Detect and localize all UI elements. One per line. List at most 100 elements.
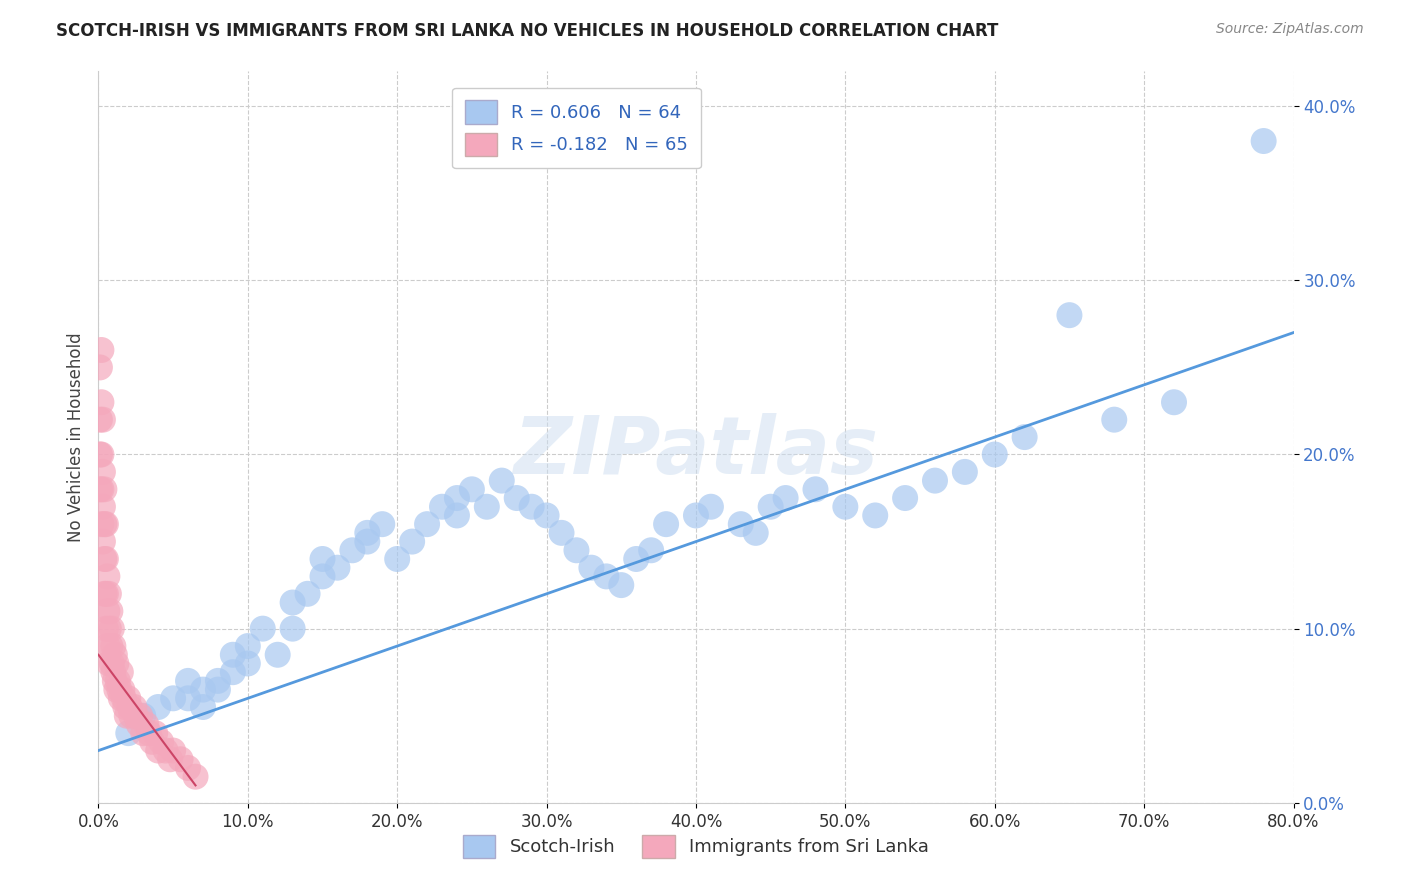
Point — [90, 343, 112, 357]
Point — [550, 525, 572, 540]
Point — [236, 639, 259, 653]
Text: ZIPatlas: ZIPatlas — [513, 413, 879, 491]
Point — [90, 395, 112, 409]
Point — [252, 622, 274, 636]
Point — [626, 552, 648, 566]
Point — [90, 517, 112, 532]
Y-axis label: No Vehicles in Household: No Vehicles in Household — [66, 332, 84, 542]
Point — [281, 595, 304, 609]
Point — [94, 587, 117, 601]
Point — [110, 665, 132, 680]
Point — [97, 657, 120, 671]
Point — [520, 500, 543, 514]
Point — [446, 491, 468, 505]
Point — [103, 639, 125, 653]
Point — [138, 726, 160, 740]
Point — [97, 587, 120, 601]
Point — [953, 465, 976, 479]
Point — [104, 648, 127, 662]
Point — [89, 412, 111, 426]
Point — [128, 717, 150, 731]
Point — [169, 752, 191, 766]
Point — [184, 770, 207, 784]
Point — [536, 508, 558, 523]
Point — [191, 682, 214, 697]
Point — [342, 543, 364, 558]
Point — [804, 483, 827, 497]
Point — [894, 491, 917, 505]
Point — [89, 483, 111, 497]
Point — [177, 673, 200, 688]
Point — [924, 474, 946, 488]
Point — [311, 552, 333, 566]
Point — [565, 543, 588, 558]
Point — [108, 682, 131, 697]
Point — [416, 517, 439, 532]
Point — [446, 508, 468, 523]
Point — [1253, 134, 1275, 148]
Point — [297, 587, 319, 601]
Text: Source: ZipAtlas.com: Source: ZipAtlas.com — [1216, 22, 1364, 37]
Point — [207, 682, 229, 697]
Point — [93, 587, 115, 601]
Point — [162, 743, 184, 757]
Point — [267, 648, 290, 662]
Point — [222, 648, 245, 662]
Point — [491, 474, 513, 488]
Point — [111, 682, 134, 697]
Point — [150, 735, 173, 749]
Point — [90, 483, 112, 497]
Point — [107, 673, 129, 688]
Point — [89, 360, 111, 375]
Point — [91, 412, 114, 426]
Point — [401, 534, 423, 549]
Point — [177, 691, 200, 706]
Point — [506, 491, 529, 505]
Point — [155, 743, 177, 757]
Point — [114, 700, 136, 714]
Point — [191, 700, 214, 714]
Point — [89, 448, 111, 462]
Point — [685, 508, 707, 523]
Point — [700, 500, 723, 514]
Point — [129, 708, 152, 723]
Point — [730, 517, 752, 532]
Point — [141, 735, 163, 749]
Point — [117, 726, 139, 740]
Point — [132, 726, 155, 740]
Legend: Scotch-Irish, Immigrants from Sri Lanka: Scotch-Irish, Immigrants from Sri Lanka — [454, 826, 938, 867]
Point — [1104, 412, 1126, 426]
Point — [94, 552, 117, 566]
Point — [96, 569, 118, 583]
Point — [98, 639, 122, 653]
Point — [581, 560, 603, 574]
Point — [105, 657, 128, 671]
Point — [326, 560, 349, 574]
Point — [101, 657, 124, 671]
Point — [834, 500, 856, 514]
Point — [610, 578, 633, 592]
Point — [222, 665, 245, 680]
Point — [143, 726, 166, 740]
Point — [120, 708, 142, 723]
Point — [94, 517, 117, 532]
Point — [159, 752, 181, 766]
Point — [640, 543, 662, 558]
Point — [104, 673, 127, 688]
Point — [132, 708, 155, 723]
Point — [91, 534, 114, 549]
Point — [148, 743, 170, 757]
Point — [96, 639, 118, 653]
Point — [775, 491, 797, 505]
Point — [385, 552, 409, 566]
Point — [356, 534, 378, 549]
Point — [281, 622, 304, 636]
Point — [177, 761, 200, 775]
Point — [93, 483, 115, 497]
Point — [91, 465, 114, 479]
Point — [207, 673, 229, 688]
Point — [1163, 395, 1185, 409]
Point — [101, 622, 124, 636]
Text: SCOTCH-IRISH VS IMMIGRANTS FROM SRI LANKA NO VEHICLES IN HOUSEHOLD CORRELATION C: SCOTCH-IRISH VS IMMIGRANTS FROM SRI LANK… — [56, 22, 998, 40]
Point — [135, 717, 157, 731]
